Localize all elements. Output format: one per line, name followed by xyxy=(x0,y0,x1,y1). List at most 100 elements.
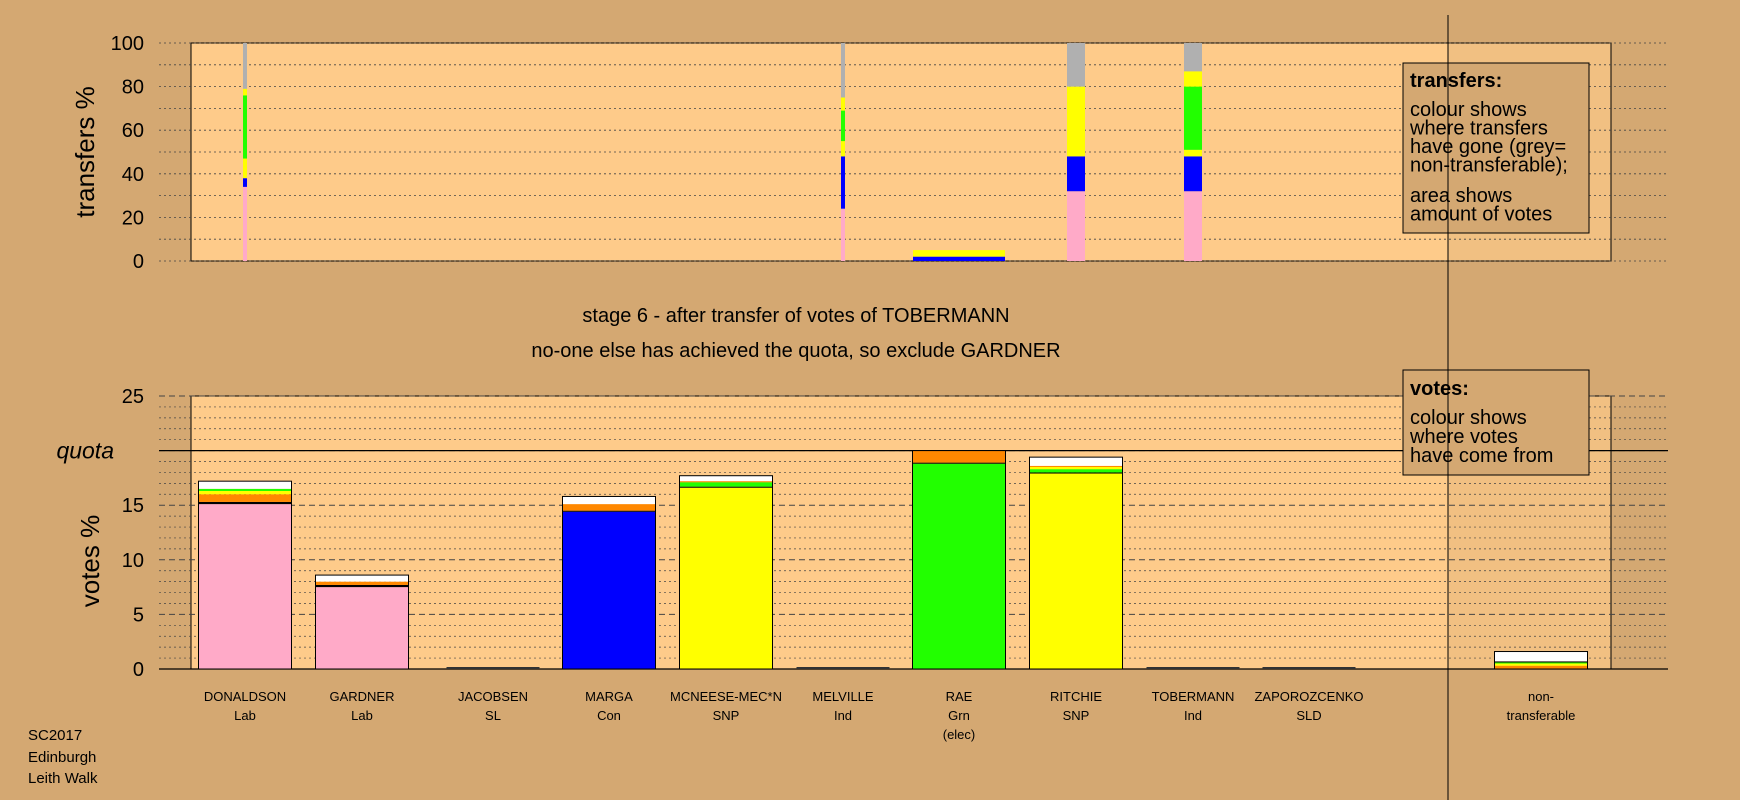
vote-segment xyxy=(1029,466,1123,470)
transfers-ytick-label: 60 xyxy=(122,120,144,142)
votes-ytick-label: 5 xyxy=(133,604,144,626)
vote-segment xyxy=(562,504,656,511)
transfers-legend-line: where transfers xyxy=(1409,118,1548,140)
candidate-party: Lab xyxy=(234,708,256,723)
vote-bar-outline xyxy=(562,495,656,670)
votes-legend xyxy=(1402,369,1590,476)
vote-bar-outline xyxy=(198,480,292,670)
stage-title: stage 6 - after transfer of votes of TOB… xyxy=(582,305,1009,327)
footer-election: SC2017 xyxy=(28,727,82,744)
vote-segment xyxy=(1029,457,1123,466)
vote-segment xyxy=(1029,473,1123,669)
votes-legend-line: where votes xyxy=(1409,426,1518,448)
candidate-party: SNP xyxy=(1063,708,1090,723)
transfers-ytick-label: 20 xyxy=(122,207,144,229)
transfers-legend-title: transfers: xyxy=(1410,70,1502,92)
vote-segment xyxy=(1029,465,1123,467)
transfers-ytick-label: 80 xyxy=(122,77,144,99)
transfers-axis-label: transfers % xyxy=(70,86,100,218)
vote-bar-outline xyxy=(912,450,1006,670)
transfers-legend-line: non-transferable); xyxy=(1410,155,1568,177)
transfers-legend-line: colour shows xyxy=(1410,99,1527,121)
transfer-segment xyxy=(243,95,247,159)
transfers-legend xyxy=(1402,62,1590,234)
vote-segment xyxy=(562,496,656,505)
candidate-name: MCNEESE-MEC*N xyxy=(670,689,782,704)
vote-segment xyxy=(315,581,409,585)
votes-ytick-label: 0 xyxy=(133,659,144,681)
vote-segment xyxy=(1494,663,1588,666)
votes-ytick-label: 10 xyxy=(122,550,144,572)
vote-segment xyxy=(562,510,656,512)
candidate-party: SNP xyxy=(713,708,740,723)
quota-label: quota xyxy=(56,438,114,464)
candidate-name: GARDNER xyxy=(329,689,394,704)
transfer-segment xyxy=(1184,149,1202,157)
vote-segment xyxy=(198,501,292,505)
empty-bar xyxy=(1262,667,1356,669)
candidate-party: SL xyxy=(485,708,501,723)
transfer-segment xyxy=(841,208,845,261)
vote-segment xyxy=(198,488,292,492)
transfers-legend-line: have gone (grey= xyxy=(1410,136,1566,158)
vote-segment xyxy=(1029,472,1123,474)
transfer-segment xyxy=(1184,71,1202,87)
transfer-segment xyxy=(841,141,845,157)
transfer-segment xyxy=(243,186,247,261)
transfer-segment xyxy=(1067,191,1085,261)
votes-legend-title: votes: xyxy=(1410,378,1469,400)
vote-bar-outline xyxy=(315,574,409,670)
vote-segment xyxy=(679,482,773,487)
vote-segment xyxy=(315,587,409,669)
transfer-segment xyxy=(1184,156,1202,192)
vote-segment xyxy=(198,504,292,669)
vote-segment xyxy=(1494,661,1588,663)
vote-segment xyxy=(912,462,1006,464)
vote-bar-outline xyxy=(679,475,773,670)
candidate-party: Ind xyxy=(1184,708,1202,723)
candidate-party: transferable xyxy=(1507,708,1576,723)
transfer-segment xyxy=(1184,86,1202,150)
transfer-segment xyxy=(243,88,247,96)
empty-bar xyxy=(446,667,540,669)
candidate-name: non- xyxy=(1528,689,1554,704)
vote-segment xyxy=(198,491,292,495)
transfers-legend-line: area shows xyxy=(1410,185,1512,207)
vote-segment xyxy=(1494,651,1588,662)
votes-ytick-label: 25 xyxy=(122,386,144,408)
transfer-segment xyxy=(841,43,845,98)
vote-segment xyxy=(1494,662,1588,664)
candidate-name: MARGA xyxy=(585,689,633,704)
votes-legend-line: colour shows xyxy=(1410,407,1527,429)
empty-bar xyxy=(1146,667,1240,669)
candidate-name: ZAPOROZCENKO xyxy=(1254,689,1363,704)
vote-segment xyxy=(315,575,409,582)
vote-segment xyxy=(679,487,773,669)
transfers-ytick-label: 100 xyxy=(111,33,144,55)
vote-segment xyxy=(679,475,773,482)
transfer-segment xyxy=(1067,86,1085,157)
transfer-segment xyxy=(243,158,247,179)
transfer-segment xyxy=(1184,43,1202,72)
transfer-segment xyxy=(913,250,1005,257)
vote-segment xyxy=(679,486,773,488)
vote-segment xyxy=(198,494,292,502)
transfer-segment xyxy=(1184,191,1202,261)
vote-segment xyxy=(912,450,1006,463)
vote-segment xyxy=(562,511,656,669)
transfer-segment xyxy=(841,156,845,209)
transfer-segment xyxy=(841,110,845,142)
transfer-segment xyxy=(1067,43,1085,87)
votes-legend-line: have come from xyxy=(1410,445,1553,467)
vote-segment xyxy=(198,481,292,489)
votes-ytick-label: 15 xyxy=(122,495,144,517)
vote-bar-outline xyxy=(1494,651,1588,670)
transfer-segment xyxy=(243,178,247,187)
candidate-party: Grn xyxy=(948,708,970,723)
candidate-party: Lab xyxy=(351,708,373,723)
candidate-party: Ind xyxy=(834,708,852,723)
votes-axis-label: votes % xyxy=(75,515,105,608)
stage-subtitle: no-one else has achieved the quota, so e… xyxy=(531,340,1060,362)
transfer-segment xyxy=(1067,156,1085,192)
